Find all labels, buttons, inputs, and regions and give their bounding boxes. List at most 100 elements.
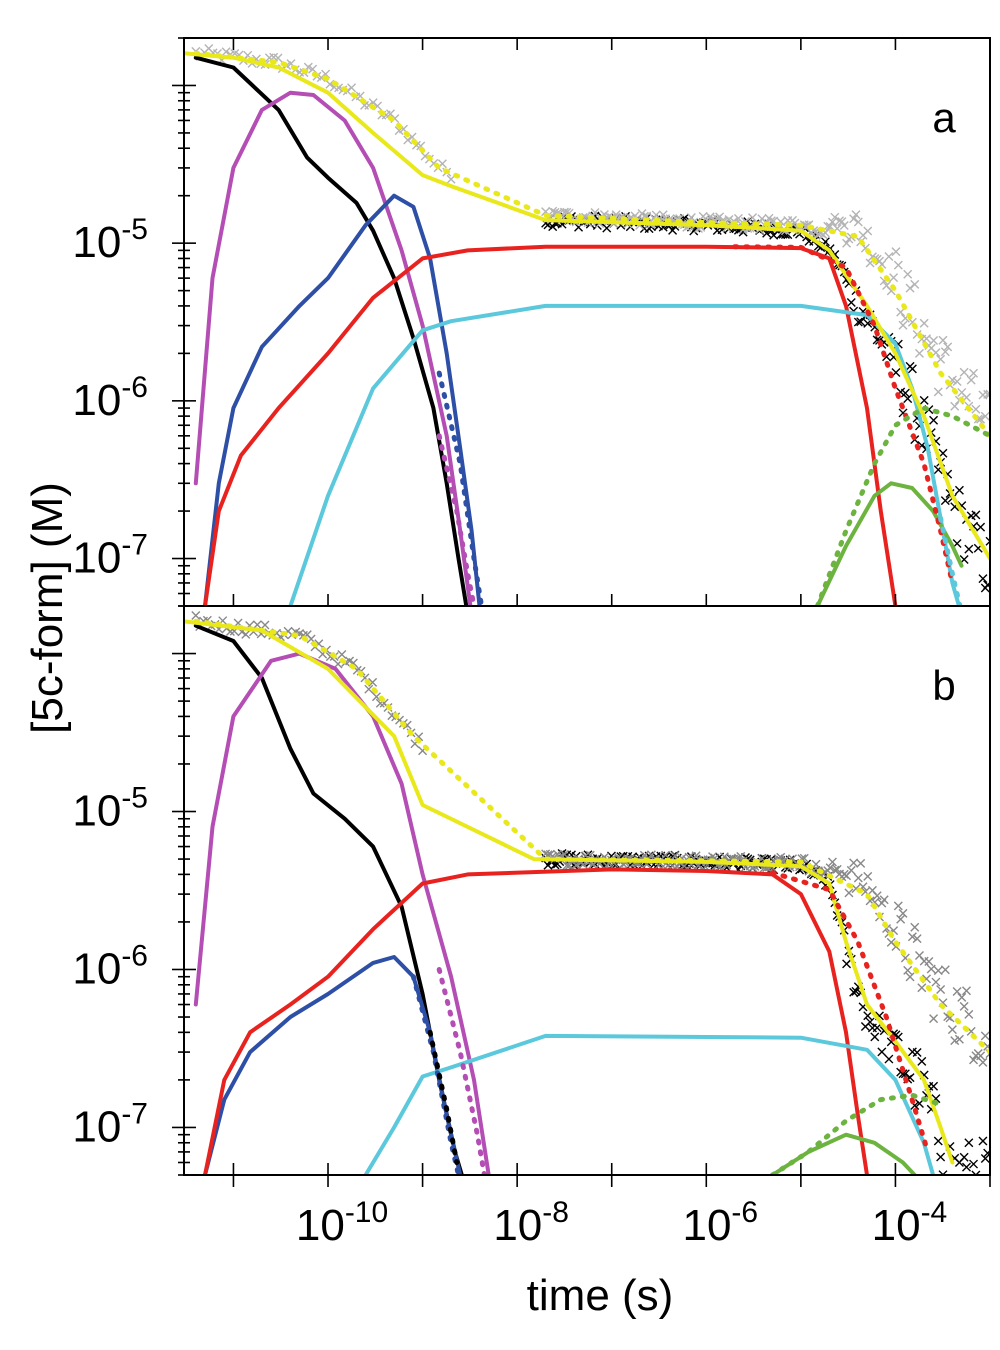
series-line-a-9 — [732, 244, 955, 586]
data-marker — [903, 394, 913, 404]
data-marker — [967, 1189, 975, 1197]
data-marker — [825, 863, 835, 873]
series-line-b-10 — [769, 1092, 944, 1175]
series-line-a-1 — [193, 55, 469, 606]
data-marker — [893, 260, 903, 270]
data-marker — [260, 620, 270, 630]
data-marker — [559, 849, 569, 859]
panel-b: b 10-5 10-6 10-7 — [72, 605, 991, 1211]
series-line-b-6 — [770, 1132, 917, 1175]
data-marker — [985, 389, 990, 399]
series-line-b-8 — [193, 618, 990, 1055]
marker-series-a-3 — [541, 206, 990, 424]
data-marker — [562, 860, 572, 870]
series-line-b-1 — [193, 623, 464, 1175]
data-marker — [959, 367, 969, 377]
y-tick-label: 10-6 — [72, 939, 148, 993]
data-marker — [943, 342, 953, 352]
data-marker — [849, 214, 859, 224]
data-marker — [929, 415, 939, 425]
data-marker — [977, 1203, 985, 1211]
data-marker — [872, 891, 882, 901]
data-marker — [241, 629, 251, 639]
data-marker — [974, 1189, 982, 1197]
data-marker — [940, 496, 950, 506]
series-line-b-13 — [427, 1029, 460, 1165]
data-marker — [936, 985, 946, 995]
data-marker — [912, 1047, 922, 1057]
data-marker — [827, 857, 837, 867]
panel-frame-b — [183, 605, 991, 1176]
data-marker — [933, 387, 943, 397]
data-marker — [983, 1041, 990, 1051]
data-marker — [903, 269, 913, 279]
plot-area-b — [184, 610, 990, 1211]
panel-label-b: b — [932, 662, 955, 709]
data-marker — [924, 957, 934, 967]
data-marker — [936, 1152, 946, 1162]
data-marker — [985, 536, 990, 546]
data-marker — [830, 212, 840, 222]
data-marker — [969, 368, 979, 378]
data-marker — [936, 354, 946, 364]
data-marker — [980, 1031, 990, 1041]
data-marker — [863, 226, 873, 236]
data-marker — [926, 964, 936, 974]
data-marker — [252, 620, 262, 630]
series-line-b-2 — [193, 651, 491, 1175]
series-line-b-4 — [203, 867, 869, 1175]
data-marker — [900, 388, 910, 398]
data-marker — [959, 1152, 969, 1162]
series-line-b-12 — [436, 967, 487, 1175]
data-marker — [940, 347, 950, 357]
data-marker — [983, 580, 990, 590]
x-ticks-b — [232, 1163, 991, 1187]
panel-label-a: a — [932, 94, 956, 141]
data-marker — [971, 510, 981, 520]
data-marker — [950, 401, 960, 411]
data-marker — [337, 650, 347, 659]
series-line-a-11 — [436, 370, 484, 606]
data-marker — [891, 247, 901, 257]
series-line-b-7 — [184, 619, 955, 1165]
data-marker — [872, 1023, 882, 1033]
x-tick-label: 10-8 — [493, 1196, 569, 1250]
data-marker — [919, 395, 929, 405]
data-marker — [910, 279, 920, 289]
data-marker — [959, 1001, 969, 1011]
y-tick-label: 10-7 — [72, 529, 148, 583]
data-marker — [842, 238, 852, 248]
data-marker — [938, 448, 948, 458]
data-marker — [905, 972, 915, 982]
series-line-a-4 — [203, 244, 898, 606]
series-line-a-6 — [815, 481, 964, 606]
data-marker — [961, 986, 971, 996]
data-marker — [907, 364, 917, 374]
data-marker — [903, 965, 913, 975]
series-line-a-2 — [193, 90, 473, 606]
data-marker — [851, 210, 861, 220]
data-marker — [929, 336, 939, 346]
data-marker — [978, 1136, 988, 1146]
data-marker — [922, 334, 932, 344]
x-tick-label: 10-4 — [872, 1196, 948, 1250]
data-marker — [403, 135, 413, 145]
data-marker — [368, 677, 378, 687]
data-marker — [931, 977, 941, 987]
data-marker — [844, 888, 854, 898]
data-marker — [898, 320, 908, 330]
y-tick-label: 10-5 — [72, 213, 148, 267]
data-marker — [941, 1178, 949, 1186]
x-axis: 10-10 10-8 10-6 10-4 — [296, 1196, 947, 1250]
data-marker — [863, 871, 873, 881]
data-marker — [839, 220, 849, 230]
data-marker — [853, 873, 863, 883]
series-line-a-7 — [184, 51, 990, 561]
data-marker — [863, 1011, 873, 1021]
data-marker — [944, 1181, 952, 1189]
series-line-b-5 — [363, 1033, 936, 1175]
data-marker — [898, 908, 908, 918]
data-marker — [929, 1014, 939, 1024]
data-marker — [846, 298, 856, 308]
series-line-a-5 — [288, 303, 961, 606]
